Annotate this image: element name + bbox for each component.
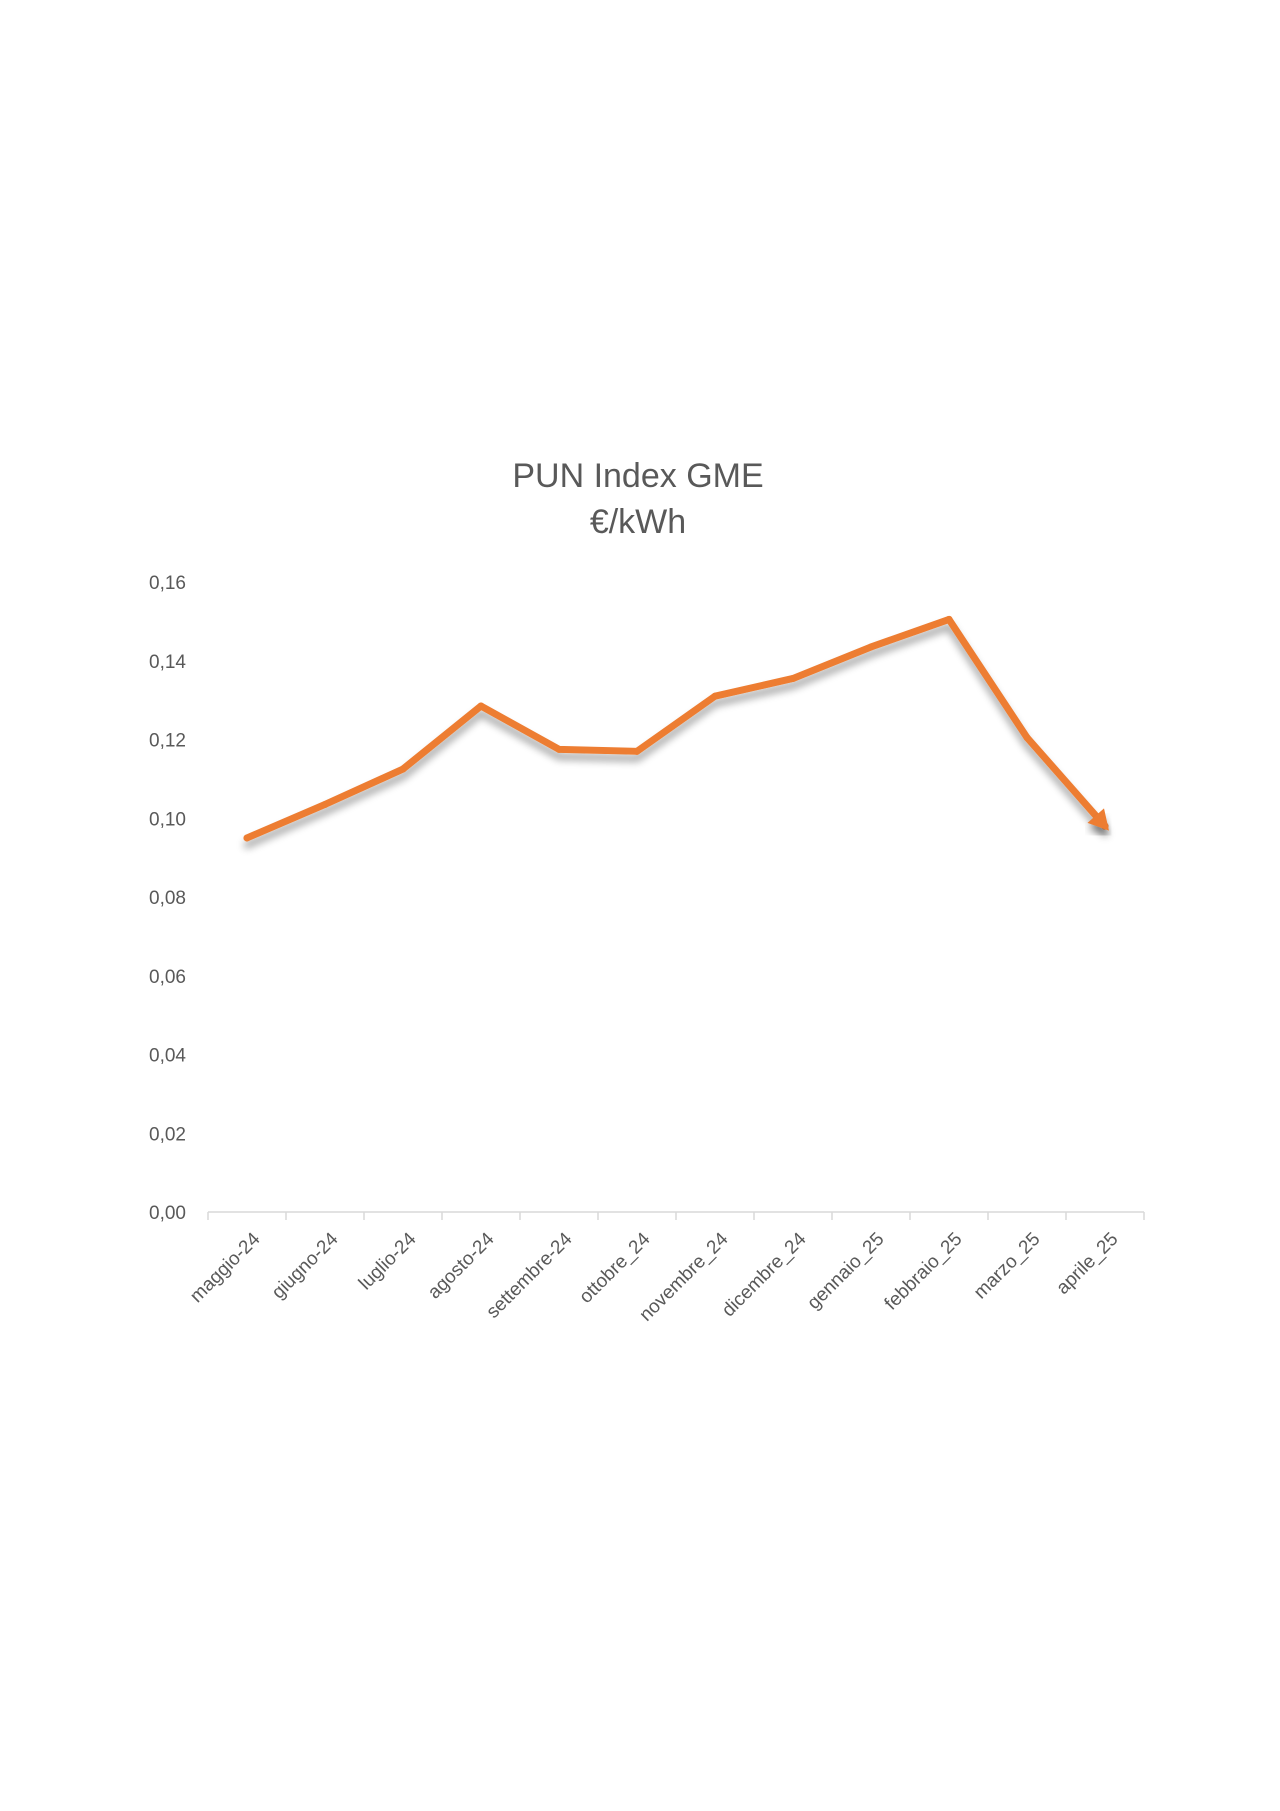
data-point [1023, 734, 1031, 742]
x-tick-label: gennaio_25 [803, 1229, 888, 1314]
y-tick-label: 0,12 [149, 731, 186, 752]
data-point [633, 747, 641, 755]
chart-title: PUN Index GME [512, 457, 763, 495]
series-line [243, 615, 1109, 842]
y-tick-label: 0,14 [149, 652, 186, 673]
data-point [789, 674, 797, 682]
y-tick-label: 0,06 [149, 967, 186, 988]
x-tick-label: luglio-24 [355, 1228, 421, 1294]
x-tick-label: marzo_25 [970, 1229, 1045, 1304]
data-point [321, 800, 329, 808]
x-tick-label: aprile_25 [1052, 1229, 1122, 1299]
data-point [477, 702, 485, 710]
series-group [243, 615, 1109, 842]
data-point [711, 692, 719, 700]
x-axis [207, 1211, 1145, 1220]
x-tick-label: maggio-24 [186, 1228, 265, 1307]
x-tick-label: ottobre_24 [575, 1228, 654, 1307]
data-point [945, 615, 953, 623]
y-tick-label: 0,16 [149, 573, 186, 594]
x-tick-label: agosto-24 [424, 1228, 499, 1303]
y-tick-label: 0,08 [149, 888, 186, 909]
data-point [555, 745, 563, 753]
data-point [399, 765, 407, 773]
x-tick-label: giugno-24 [268, 1228, 343, 1303]
x-tick-label: dicembre_24 [718, 1228, 811, 1321]
y-tick-label: 0,00 [149, 1203, 186, 1224]
data-point [243, 834, 251, 842]
y-tick-label: 0,02 [149, 1124, 186, 1145]
x-tick-label: febbraio_25 [881, 1229, 967, 1315]
data-point [867, 643, 875, 651]
y-tick-label: 0,10 [149, 809, 186, 830]
arrow-head-icon [1087, 808, 1109, 831]
y-axis-labels: 0,00 0,02 0,04 0,06 0,08 0,10 0,12 0,14 0,16 [149, 573, 186, 1224]
x-axis-labels: maggio-24 giugno-24 luglio-24 agosto-24sett… [186, 1228, 1122, 1325]
chart-subtitle: €/kWh [590, 503, 686, 541]
y-tick-label: 0,04 [149, 1046, 186, 1067]
